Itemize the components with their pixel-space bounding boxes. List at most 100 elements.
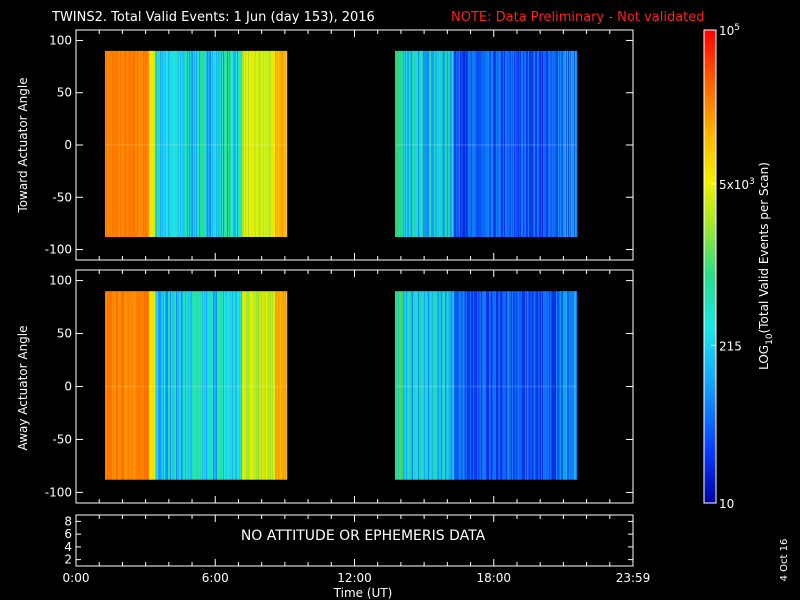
heatmap-column <box>503 50 505 238</box>
heatmap-column <box>563 291 565 480</box>
heatmap-column <box>481 50 483 238</box>
heatmap-column <box>552 50 554 238</box>
heatmap-column <box>126 50 128 238</box>
heatmap-column <box>567 291 569 480</box>
heatmap-column <box>551 291 553 480</box>
heatmap-column <box>502 291 504 480</box>
heatmap-column <box>480 291 482 480</box>
heatmap-column <box>478 291 480 480</box>
heatmap-column <box>241 50 243 238</box>
heatmap-column <box>159 50 161 238</box>
heatmap-column <box>266 291 268 480</box>
heatmap-column <box>467 50 469 238</box>
heatmap-column <box>183 50 185 238</box>
heatmap-column <box>551 50 553 238</box>
heatmap-column <box>132 291 134 480</box>
heatmap-column <box>411 291 413 480</box>
heatmap-column <box>488 291 490 480</box>
heatmap-column <box>397 291 399 480</box>
heatmap-column <box>422 50 424 238</box>
heatmap-column <box>443 291 445 480</box>
heatmap-column <box>120 291 122 480</box>
heatmap-column <box>187 50 189 238</box>
heatmap-column <box>455 50 457 238</box>
heatmap-column <box>152 50 154 238</box>
heatmap-column <box>440 291 442 480</box>
heatmap-column <box>214 50 216 238</box>
heatmap-column <box>286 291 288 480</box>
heatmap-column <box>479 291 481 480</box>
heatmap-column <box>441 50 443 238</box>
heatmap-column <box>255 50 257 238</box>
heatmap-column <box>452 50 454 238</box>
heatmap-column <box>275 50 277 238</box>
heatmap-column <box>158 50 160 238</box>
heatmap-column <box>222 291 224 480</box>
heatmap-column <box>221 291 223 480</box>
heatmap-column <box>406 291 408 480</box>
heatmap-column <box>202 50 204 238</box>
y-tick-label: 50 <box>57 86 72 100</box>
heatmap-column <box>154 291 156 480</box>
heatmap-column <box>559 291 561 480</box>
heatmap-column <box>180 50 182 238</box>
y-tick-label: 4 <box>64 540 72 554</box>
heatmap-column <box>547 50 549 238</box>
heatmap-column <box>489 50 491 238</box>
heatmap-column <box>258 291 260 480</box>
heatmap-column <box>493 291 495 480</box>
heatmap-column <box>471 50 473 238</box>
heatmap-column <box>558 50 560 238</box>
heatmap-column <box>520 291 522 480</box>
heatmap-column <box>486 291 488 480</box>
heatmap-column <box>490 50 492 238</box>
heatmap-column <box>279 291 281 480</box>
heatmap-column <box>105 50 107 238</box>
heatmap-column <box>189 291 191 480</box>
heatmap-column <box>405 50 407 238</box>
y-tick-label: 100 <box>49 33 72 47</box>
heatmap-column <box>443 50 445 238</box>
heatmap-column <box>462 291 464 480</box>
heatmap-column <box>277 50 279 238</box>
x-tick-label: 18:00 <box>476 571 511 585</box>
heatmap-column <box>425 291 427 480</box>
panel-toward: 100 50 0 -50 -100 Toward Actuator Angle <box>16 29 634 261</box>
heatmap-column <box>141 291 143 480</box>
heatmap-column <box>463 50 465 238</box>
heatmap-column <box>536 50 538 238</box>
heatmap-column <box>427 291 429 480</box>
heatmap-column <box>263 50 265 238</box>
heatmap-column <box>176 291 178 480</box>
heatmap-column <box>542 291 544 480</box>
heatmap-column <box>134 50 136 238</box>
heatmap-column <box>224 291 226 480</box>
heatmap-column <box>534 50 536 238</box>
heatmap-column <box>199 50 201 238</box>
heatmap-column <box>469 50 471 238</box>
heatmap-column <box>120 50 122 238</box>
heatmap-column <box>448 291 450 480</box>
heatmap-column <box>280 50 282 238</box>
heatmap-column <box>496 50 498 238</box>
heatmap-column <box>152 291 154 480</box>
heatmap-column <box>130 50 132 238</box>
heatmap-column <box>204 291 206 480</box>
heatmap-column <box>167 291 169 480</box>
heatmap-column <box>451 291 453 480</box>
heatmap-column <box>508 50 510 238</box>
heatmap-column <box>139 50 141 238</box>
heatmap-column <box>215 291 217 480</box>
heatmap-column <box>445 50 447 238</box>
heatmap-column <box>143 50 145 238</box>
y-tick-label: 100 <box>49 274 72 288</box>
heatmap-column <box>254 291 256 480</box>
heatmap-column <box>195 50 197 238</box>
heatmap-column <box>257 291 259 480</box>
heatmap-column <box>126 291 128 480</box>
heatmap-column <box>237 291 239 480</box>
heatmap-column <box>539 50 541 238</box>
heatmap-column <box>529 50 531 238</box>
heatmap-column <box>139 291 141 480</box>
heatmap-column <box>424 291 426 480</box>
